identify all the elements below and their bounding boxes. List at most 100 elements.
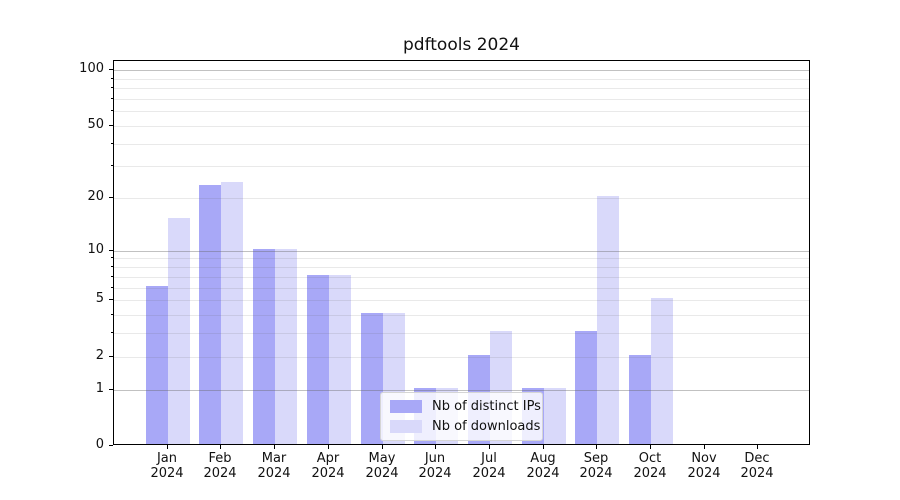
x-tick-feb xyxy=(220,445,221,449)
bar-distinct_ips-jan xyxy=(145,285,168,444)
x-tick-label-jan: Jan 2024 xyxy=(139,451,195,481)
x-tick-label-line1: Jan xyxy=(156,451,178,466)
y-minor-tick-9 xyxy=(111,257,113,258)
y-minor-tick-8 xyxy=(111,266,113,267)
bar-distinct_ips-feb xyxy=(199,185,222,444)
y-minor-tick-7 xyxy=(111,276,113,277)
y-tick-1 xyxy=(109,389,113,390)
y-tick-100 xyxy=(109,69,113,70)
y-tick-label-100: 100 xyxy=(79,61,104,76)
grid-layer xyxy=(114,61,809,444)
y-minor-gridline-90 xyxy=(114,79,809,80)
y-minor-tick-3 xyxy=(111,332,113,333)
y-gridline-100 xyxy=(114,70,809,71)
x-tick-oct xyxy=(650,445,651,449)
y-minor-tick-60 xyxy=(111,110,113,111)
x-tick-jul xyxy=(489,445,490,449)
x-tick-label-line1: Oct xyxy=(638,451,662,466)
x-tick-label-apr: Apr 2024 xyxy=(300,451,356,481)
x-tick-label-jul: Jul 2024 xyxy=(461,451,517,481)
y-gridline-10 xyxy=(114,251,809,252)
y-minor-tick-40 xyxy=(111,143,113,144)
y-tick-label-10: 10 xyxy=(87,242,104,257)
y-minor-tick-70 xyxy=(111,98,113,99)
bar-distinct_ips-mar xyxy=(253,248,276,444)
bar-downloads-apr xyxy=(328,274,351,444)
y-gridline-5 xyxy=(114,300,809,301)
y-tick-10 xyxy=(109,250,113,251)
x-tick-label-line1: Mar xyxy=(261,451,287,466)
x-tick-aug xyxy=(543,445,544,449)
x-tick-label-line2: 2024 xyxy=(311,466,345,481)
x-tick-label-oct: Oct 2024 xyxy=(622,451,678,481)
x-tick-label-mar: Mar 2024 xyxy=(246,451,302,481)
x-tick-may xyxy=(382,445,383,449)
bar-downloads-oct xyxy=(651,298,673,444)
x-tick-label-dec: Dec 2024 xyxy=(729,451,785,481)
y-minor-gridline-70 xyxy=(114,99,809,100)
legend-label-downloads: Nb of downloads xyxy=(432,419,541,434)
y-minor-gridline-4 xyxy=(114,315,809,316)
plot-area xyxy=(113,60,810,445)
x-tick-label-line2: 2024 xyxy=(257,466,291,481)
y-gridline-20 xyxy=(114,198,809,199)
y-tick-20 xyxy=(109,197,113,198)
x-tick-jan xyxy=(167,445,168,449)
x-tick-mar xyxy=(274,445,275,449)
x-tick-dec xyxy=(757,445,758,449)
x-tick-label-line2: 2024 xyxy=(740,466,774,481)
y-tick-label-50: 50 xyxy=(87,117,104,132)
y-minor-tick-4 xyxy=(111,314,113,315)
y-minor-tick-90 xyxy=(111,78,113,79)
x-tick-label-line2: 2024 xyxy=(418,466,452,481)
x-tick-label-line2: 2024 xyxy=(579,466,613,481)
y-tick-label-5: 5 xyxy=(95,291,104,306)
y-tick-2 xyxy=(109,356,113,357)
y-tick-label-20: 20 xyxy=(87,189,104,204)
y-minor-gridline-30 xyxy=(114,166,809,167)
x-tick-label-feb: Feb 2024 xyxy=(192,451,248,481)
y-minor-gridline-60 xyxy=(114,111,809,112)
y-gridline-1 xyxy=(114,390,809,391)
legend-swatch-distinct-ips-icon xyxy=(390,400,422,413)
y-tick-50 xyxy=(109,125,113,126)
y-minor-tick-30 xyxy=(111,165,113,166)
y-tick-label-1: 1 xyxy=(95,381,104,396)
x-tick-label-line1: Aug xyxy=(530,451,556,466)
bar-distinct_ips-oct xyxy=(629,354,651,444)
y-minor-tick-6 xyxy=(111,287,113,288)
y-minor-gridline-40 xyxy=(114,144,809,145)
x-tick-label-line2: 2024 xyxy=(687,466,721,481)
bar-distinct_ips-sep xyxy=(575,331,598,444)
x-tick-label-line2: 2024 xyxy=(365,466,399,481)
x-tick-label-line1: Feb xyxy=(208,451,232,466)
x-tick-label-line1: Nov xyxy=(691,451,717,466)
bar-downloads-aug xyxy=(543,387,566,444)
x-tick-label-line1: Sep xyxy=(583,451,609,466)
legend-label-distinct-ips: Nb of distinct IPs xyxy=(432,399,541,414)
y-minor-gridline-9 xyxy=(114,258,809,259)
y-tick-0 xyxy=(109,445,113,446)
y-tick-label-0: 0 xyxy=(95,437,104,452)
y-tick-label-2: 2 xyxy=(95,348,104,363)
y-minor-gridline-80 xyxy=(114,88,809,89)
bar-distinct_ips-apr xyxy=(306,274,329,444)
x-tick-jun xyxy=(435,445,436,449)
x-tick-apr xyxy=(328,445,329,449)
x-tick-label-line1: Apr xyxy=(316,451,340,466)
y-minor-gridline-3 xyxy=(114,333,809,334)
x-tick-label-may: May 2024 xyxy=(354,451,410,481)
y-minor-tick-80 xyxy=(111,87,113,88)
bar-downloads-mar xyxy=(275,248,298,444)
chart-title: pdftools 2024 xyxy=(403,35,520,55)
x-tick-label-sep: Sep 2024 xyxy=(568,451,624,481)
bar-downloads-feb xyxy=(221,181,244,444)
y-gridline-2 xyxy=(114,357,809,358)
y-minor-gridline-8 xyxy=(114,267,809,268)
bar-distinct_ips-may xyxy=(360,312,383,444)
legend-swatch-downloads-icon xyxy=(390,420,422,433)
y-minor-gridline-7 xyxy=(114,277,809,278)
y-minor-gridline-6 xyxy=(114,288,809,289)
x-tick-sep xyxy=(596,445,597,449)
